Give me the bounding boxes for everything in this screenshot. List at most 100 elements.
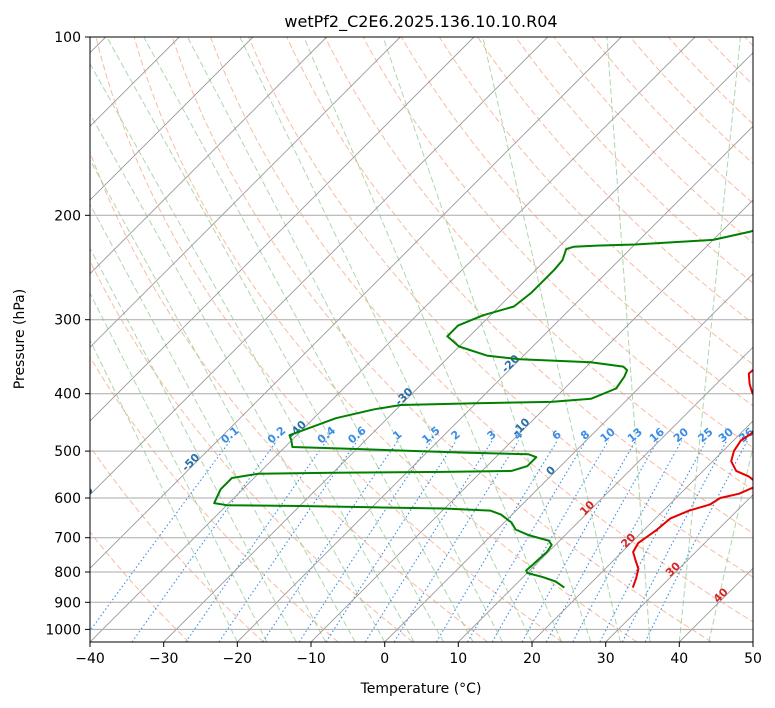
dry-adiabat: [90, 531, 190, 642]
mixing-ratio-label: 20: [671, 425, 691, 445]
y-tick-label: 800: [54, 565, 81, 581]
isotherm-line: [90, 37, 622, 569]
dry-adiabat: [706, 37, 753, 86]
isotherm-line: [605, 494, 753, 642]
isotherm-label: -20: [499, 352, 522, 375]
x-tick-label: −20: [223, 651, 253, 667]
moist-adiabat: [90, 62, 415, 642]
isotherm-line: [90, 37, 328, 275]
mixing-ratio-line: [393, 440, 520, 642]
dry-adiabat: [553, 37, 753, 244]
moist-adiabat: [90, 339, 238, 642]
dry-adiabat: [90, 356, 339, 642]
dry-adiabat: [286, 37, 753, 534]
moist-adiabat: [303, 37, 562, 642]
mixing-ratio-line: [90, 440, 231, 632]
mixing-ratio-label: 2: [449, 428, 463, 443]
dry-adiabat: [90, 445, 264, 642]
mixing-ratio-line: [521, 440, 637, 642]
mixing-ratio-label: 6: [550, 428, 564, 443]
dry-adiabat: [629, 37, 753, 165]
dry-adiabat: [591, 37, 753, 204]
moist-adiabat: [90, 203, 327, 642]
isotherm-line: [90, 37, 475, 422]
mixing-ratio-line: [325, 440, 457, 642]
x-tick-label: −40: [75, 651, 105, 667]
mixing-ratio-label: 0.6: [345, 424, 369, 447]
x-tick-label: 40: [670, 651, 688, 667]
moist-adiabat: [239, 37, 533, 642]
x-tick-label: 30: [597, 651, 615, 667]
mixing-ratio-line: [185, 440, 328, 642]
isotherm-line: [531, 420, 753, 642]
moist-adiabat: [708, 444, 753, 642]
y-tick-label: 400: [54, 387, 81, 403]
x-tick-label: 10: [449, 651, 467, 667]
x-axis-label: Temperature (°C): [360, 681, 482, 697]
y-tick-label: 200: [54, 208, 81, 224]
y-tick-label: 1000: [45, 622, 81, 638]
dry-adiabat: [668, 37, 753, 125]
mixing-ratio-label: 0.1: [218, 424, 241, 446]
x-tick-label: −10: [296, 651, 326, 667]
dry-adiabat: [324, 37, 753, 491]
mixing-ratio-label: 13: [625, 425, 645, 445]
y-tick-label: 700: [54, 531, 81, 547]
grid-lines: [90, 37, 753, 642]
mixing-ratio-label: 10: [598, 425, 618, 445]
mixing-ratio-line: [131, 440, 278, 642]
moist-adiabat: [606, 37, 651, 642]
moist-adiabat: [90, 112, 386, 642]
mixing-ratio-line: [599, 440, 707, 642]
isotherm-line: [90, 37, 254, 201]
isotherm-label: 30: [663, 559, 683, 579]
dry-adiabat: [744, 37, 753, 47]
moist-adiabat: [143, 37, 474, 642]
isotherm-line: [90, 37, 696, 642]
dry-adiabat: [438, 37, 753, 365]
dry-adiabat: [133, 37, 638, 642]
moist-adiabat: [382, 37, 592, 642]
isotherm-line: [163, 52, 753, 642]
background-lines: [90, 37, 753, 642]
profile-series: [213, 229, 753, 589]
plot-frame: [89, 36, 754, 643]
axes: −40 −30 −20 −10 0 10 20 30 40 5010020030040050060…: [45, 30, 762, 667]
moist-adiabat: [90, 292, 268, 642]
x-tick-label: −30: [149, 651, 179, 667]
moist-adiabat: [187, 37, 503, 642]
mixing-ratio-line: [491, 440, 609, 642]
mixing-ratio-label: 1: [390, 428, 404, 443]
isotherm-line: [457, 346, 753, 642]
dry-adiabat: [515, 37, 753, 284]
moist-adiabat: [90, 247, 297, 642]
mixing-ratio-label: 25: [696, 425, 716, 445]
dry-adiabat: [90, 150, 488, 642]
isotherm-line: [236, 125, 753, 642]
isotherm-line: [310, 199, 753, 642]
isotherm-line: [384, 273, 753, 642]
mixing-ratio-line: [262, 440, 399, 642]
dry-adiabat: [95, 37, 563, 642]
mixing-ratio-label: 0.4: [315, 424, 339, 447]
mixing-ratio-label: 1.5: [419, 424, 442, 446]
mixing-ratio-label: 8: [578, 428, 592, 443]
y-tick-label: 500: [54, 444, 81, 460]
y-tick-label: 300: [54, 313, 81, 329]
mixing-ratio-line: [467, 440, 587, 642]
y-tick-label: 600: [54, 491, 81, 507]
dry-adiabat: [90, 259, 414, 642]
isotherm-line: [752, 641, 753, 642]
mixing-ratio-label: 30: [716, 425, 736, 445]
mixing-ratio-label: 0.2: [265, 424, 288, 446]
isotherm-label: 10: [577, 498, 597, 518]
y-tick-label: 900: [54, 595, 81, 611]
x-tick-label: 50: [744, 651, 762, 667]
moist-adiabat: [90, 158, 356, 642]
x-tick-label: 20: [523, 651, 541, 667]
y-tick-label: 100: [54, 30, 81, 46]
dewpoint-line: [213, 229, 753, 589]
isotherm-line: [678, 567, 753, 642]
x-tick-label: 0: [380, 651, 389, 667]
